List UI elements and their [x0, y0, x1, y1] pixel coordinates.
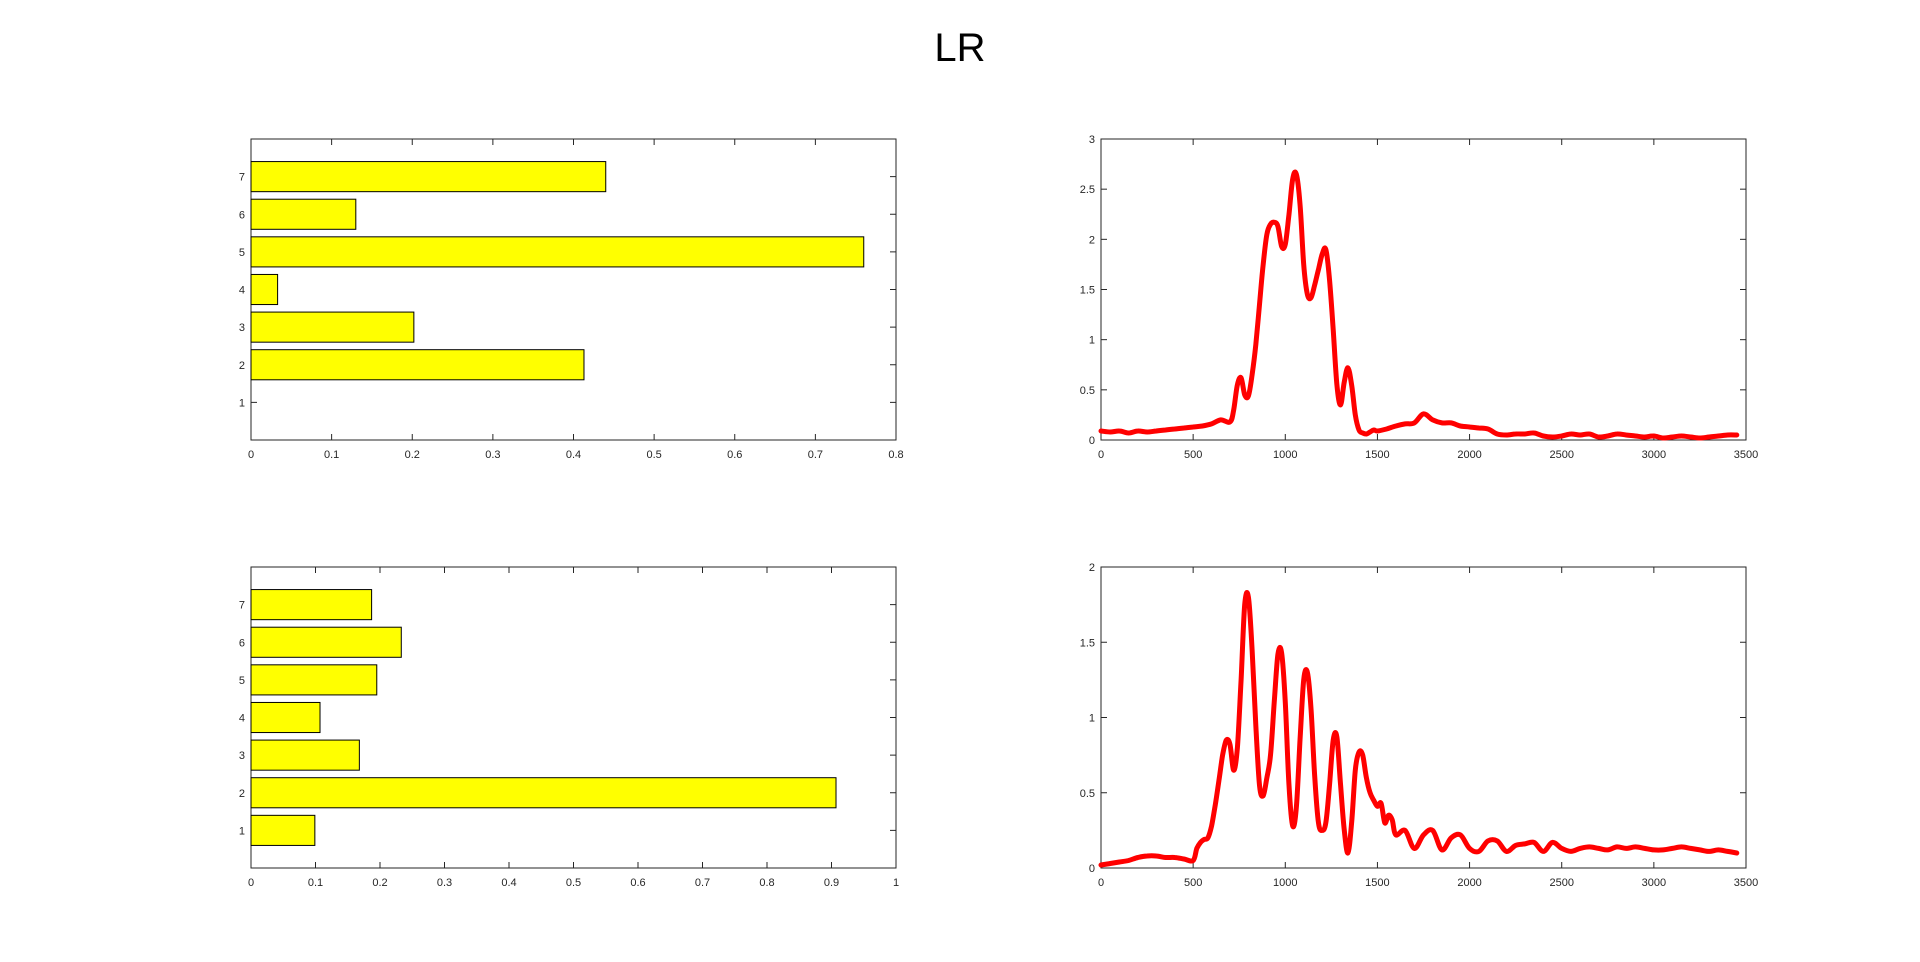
bar-bottom-xtick-label: 0.5 [566, 877, 581, 889]
bar-bottom-xtick-label: 0.4 [501, 877, 516, 889]
bar-bottom-bar-7 [251, 590, 372, 620]
bar-top-xtick-label: 0.3 [485, 449, 500, 461]
line-bottom-ytick-label: 1.5 [1080, 637, 1095, 649]
line-top-xtick-label: 500 [1184, 449, 1202, 461]
bar-top-bar-5 [251, 237, 864, 267]
bar-bottom-xtick-label: 0.6 [630, 877, 645, 889]
bar-bottom-ytick-label: 6 [239, 637, 245, 649]
bar-bottom-ytick-label: 4 [239, 713, 245, 725]
bar-bottom-xtick-label: 0.1 [308, 877, 323, 889]
bar-top-ytick-label: 3 [239, 322, 245, 334]
bar-top-bar-4 [251, 274, 278, 304]
bar-bottom-xtick-label: 0 [248, 877, 254, 889]
bar-top-ytick-label: 4 [239, 285, 245, 297]
bar-bottom-xtick-label: 0.8 [759, 877, 774, 889]
line-bottom-ytick-label: 2 [1089, 562, 1095, 574]
bar-top-xtick-label: 0.6 [727, 449, 742, 461]
bar-bottom-bar-1 [251, 815, 315, 845]
line-bottom-ytick-label: 0 [1089, 863, 1095, 875]
bar-top-bar-6 [251, 199, 356, 229]
bar-bottom-ytick-label: 1 [239, 825, 245, 837]
line-top-xtick-label: 0 [1098, 449, 1104, 461]
bar-bottom-xtick-label: 0.2 [372, 877, 387, 889]
bar-top-xtick-label: 0.5 [646, 449, 661, 461]
line-bottom-plot-frame [1101, 567, 1746, 868]
bar-bottom-bar-5 [251, 665, 377, 695]
bar-bottom-ytick-label: 7 [239, 600, 245, 612]
bar-bottom-ytick-label: 5 [239, 675, 245, 687]
line-top-ytick-label: 0 [1089, 435, 1095, 447]
line-bottom-axes: 0 500 1000 1500 2000 2500 3000 3500 0 0.5 1 1.5 2 [1080, 562, 1759, 889]
bar-bottom-xtick-label: 0.3 [437, 877, 452, 889]
line-bottom-xtick-label: 3000 [1642, 877, 1666, 889]
bar-bottom-bar-4 [251, 702, 320, 732]
bar-top-ytick-label: 7 [239, 172, 245, 184]
line-top-ytick-label: 2 [1089, 234, 1095, 246]
line-top-ytick-label: 2.5 [1080, 184, 1095, 196]
bar-bottom-xtick-label: 0.9 [824, 877, 839, 889]
line-bottom-xtick-label: 1000 [1273, 877, 1297, 889]
bar-bottom-bar-2 [251, 778, 836, 808]
line-top-xtick-label: 3000 [1642, 449, 1666, 461]
bar-top-xtick-label: 0.4 [566, 449, 581, 461]
bar-top-bar-2 [251, 350, 584, 380]
bar-top-xtick-label: 0.8 [888, 449, 903, 461]
line-top-xtick-label: 3500 [1734, 449, 1758, 461]
line-top-ytick-label: 1.5 [1080, 285, 1095, 297]
line-bottom-xtick-label: 3500 [1734, 877, 1758, 889]
line-bottom-xtick-label: 2500 [1549, 877, 1573, 889]
bar-bottom-ytick-label: 2 [239, 788, 245, 800]
bar-bottom-xtick-label: 1 [893, 877, 899, 889]
line-top-xtick-label: 1000 [1273, 449, 1297, 461]
line-bottom-xtick-label: 2000 [1457, 877, 1481, 889]
line-bottom-xtick-label: 500 [1184, 877, 1202, 889]
bar-top-xtick-label: 0.7 [808, 449, 823, 461]
line-top-xtick-label: 2500 [1549, 449, 1573, 461]
bar-bottom-xtick-label: 0.7 [695, 877, 710, 889]
bar-bottom-bar-6 [251, 627, 401, 657]
line-top-ytick-label: 3 [1089, 134, 1095, 146]
line-top-ytick-label: 1 [1089, 335, 1095, 347]
line-top-xtick-label: 1500 [1365, 449, 1389, 461]
line-bottom-xtick-label: 0 [1098, 877, 1104, 889]
bar-top-ytick-label: 2 [239, 360, 245, 372]
line-top-axes: 0 500 1000 1500 2000 2500 3000 3500 0 0.5 1 1.5 2 2.5… [1080, 134, 1759, 461]
line-bottom-ytick-label: 0.5 [1080, 788, 1095, 800]
line-top-ytick-label: 0.5 [1080, 385, 1095, 397]
bar-top-ytick-label: 1 [239, 397, 245, 409]
line-bottom-xtick-label: 1500 [1365, 877, 1389, 889]
bar-top-xtick-label: 0 [248, 449, 254, 461]
bar-bottom-axes: 0 0.1 0.2 0.3 0.4 0.5 0.6 0.7 0.8 0.9 1 1 2 3 4 5 6 7 [239, 567, 899, 889]
bar-top-bar-7 [251, 162, 606, 192]
bar-top-bar-3 [251, 312, 414, 342]
line-bottom-ytick-label: 1 [1089, 713, 1095, 725]
bar-bottom-bar-3 [251, 740, 359, 770]
bar-bottom-ytick-label: 3 [239, 750, 245, 762]
bar-top-xtick-label: 0.1 [324, 449, 339, 461]
line-top-xtick-label: 2000 [1457, 449, 1481, 461]
bar-top-xtick-label: 0.2 [405, 449, 420, 461]
bar-top-ytick-label: 6 [239, 209, 245, 221]
bar-top-axes: 0 0.1 0.2 0.3 0.4 0.5 0.6 0.7 0.8 1 2 3 4 5 6 7 [239, 139, 904, 461]
bar-top-ytick-label: 5 [239, 247, 245, 259]
line-top-plot-frame [1101, 139, 1746, 440]
